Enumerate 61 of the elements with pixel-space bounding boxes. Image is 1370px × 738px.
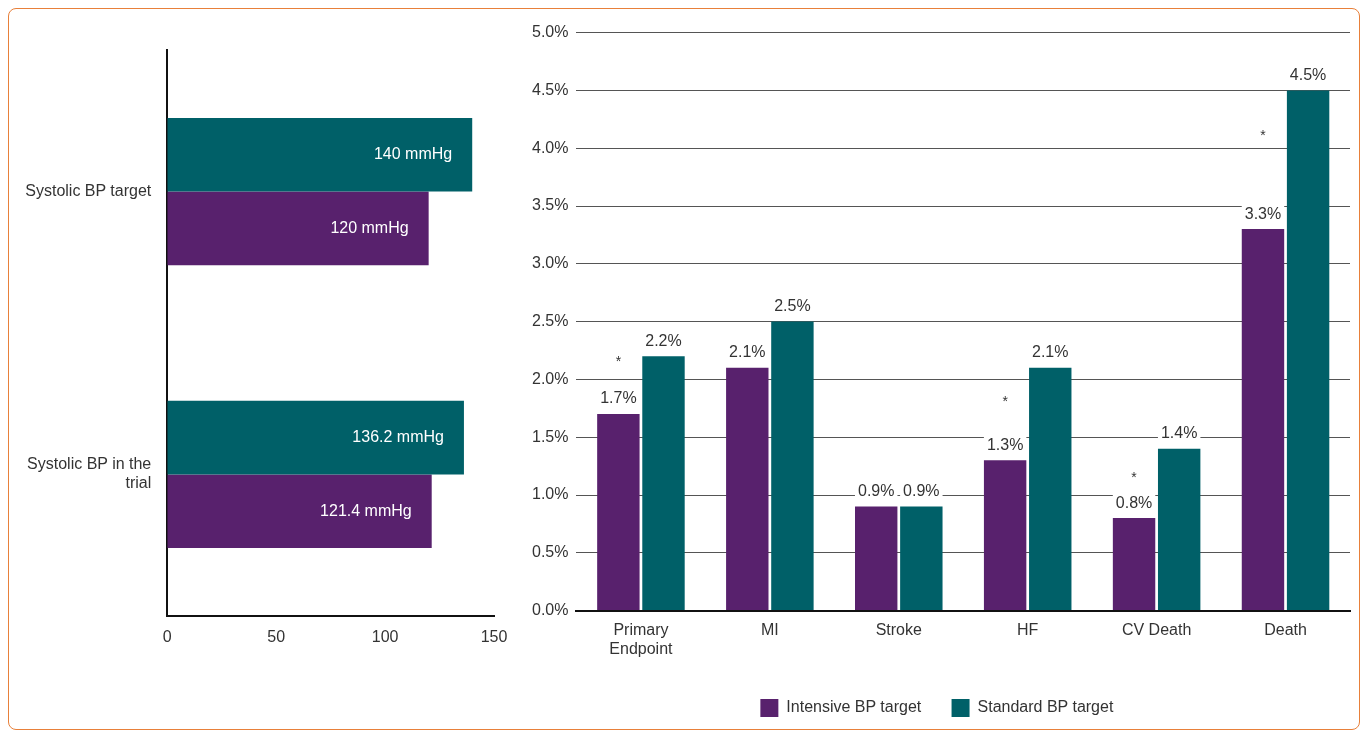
data-label: 121.4 mmHg — [320, 501, 412, 519]
data-label: 136.2 mmHg — [352, 428, 444, 446]
y-tick-label: 3.0% — [532, 254, 569, 272]
y-tick-label: Systolic BP target — [25, 182, 152, 200]
bar — [900, 506, 943, 611]
x-tick-label: 100 — [371, 627, 399, 645]
data-label: 140 mmHg — [373, 145, 453, 163]
y-tick-label: 4.5% — [532, 80, 569, 98]
x-tick-label: Stroke — [875, 620, 922, 638]
data-label: 1.7% — [600, 389, 637, 407]
bar — [771, 321, 814, 611]
bar — [726, 367, 769, 611]
bar — [597, 414, 640, 611]
x-tick-label: 150 — [480, 627, 508, 645]
annotation: * — [1260, 127, 1267, 144]
data-label: 1.4% — [1160, 424, 1198, 442]
x-tick-label: Death — [1264, 620, 1307, 638]
x-tick-label: MI — [760, 620, 779, 638]
data-label: 2.2% — [645, 331, 682, 349]
data-label: 0.9% — [903, 481, 940, 499]
bar — [167, 118, 473, 192]
data-label: 2.1% — [1032, 343, 1069, 361]
data-label: 0.8% — [1115, 493, 1153, 511]
x-tick-label: HF — [1017, 620, 1039, 638]
y-tick-label: 0.0% — [532, 601, 569, 619]
y-tick-label: 4.0% — [532, 138, 569, 156]
y-tick-label: 2.5% — [532, 312, 569, 330]
x-tick-label: Primary Endpoint — [609, 620, 674, 657]
y-tick-label: 1.0% — [532, 485, 569, 503]
x-tick-label: CV Death — [1121, 620, 1192, 638]
bar — [1286, 90, 1330, 611]
legend-label: Intensive BP target — [786, 698, 922, 716]
y-tick-label: 0.5% — [532, 543, 569, 561]
bar — [167, 191, 429, 266]
bar — [1112, 518, 1156, 611]
annotation: * — [1002, 393, 1009, 410]
bar — [1157, 448, 1201, 611]
legend-label: Standard BP target — [977, 698, 1114, 716]
data-label: 120 mmHg — [330, 218, 409, 236]
data-label: 4.5% — [1289, 65, 1327, 83]
data-label: 1.3% — [986, 435, 1024, 453]
bar — [167, 400, 464, 475]
y-tick-label: Systolic BP in the trial — [27, 455, 152, 492]
bar — [1029, 367, 1072, 611]
annotation: * — [1131, 468, 1138, 485]
bar — [983, 460, 1027, 611]
bar — [1241, 229, 1285, 611]
data-label: 3.3% — [1244, 204, 1282, 222]
y-tick-label: 5.0% — [532, 23, 569, 41]
data-label: 2.5% — [774, 297, 811, 315]
y-tick-label: 2.0% — [532, 369, 569, 387]
data-label: 2.1% — [729, 343, 766, 361]
y-tick-label: 1.5% — [532, 427, 569, 445]
bar — [642, 356, 685, 611]
bar — [167, 474, 432, 548]
y-tick-label: 3.5% — [532, 196, 569, 214]
x-tick-label: 0 — [162, 627, 172, 645]
data-label: 0.9% — [857, 481, 895, 499]
x-tick-label: 50 — [267, 627, 286, 645]
bar — [855, 506, 898, 611]
annotation: * — [615, 352, 622, 369]
